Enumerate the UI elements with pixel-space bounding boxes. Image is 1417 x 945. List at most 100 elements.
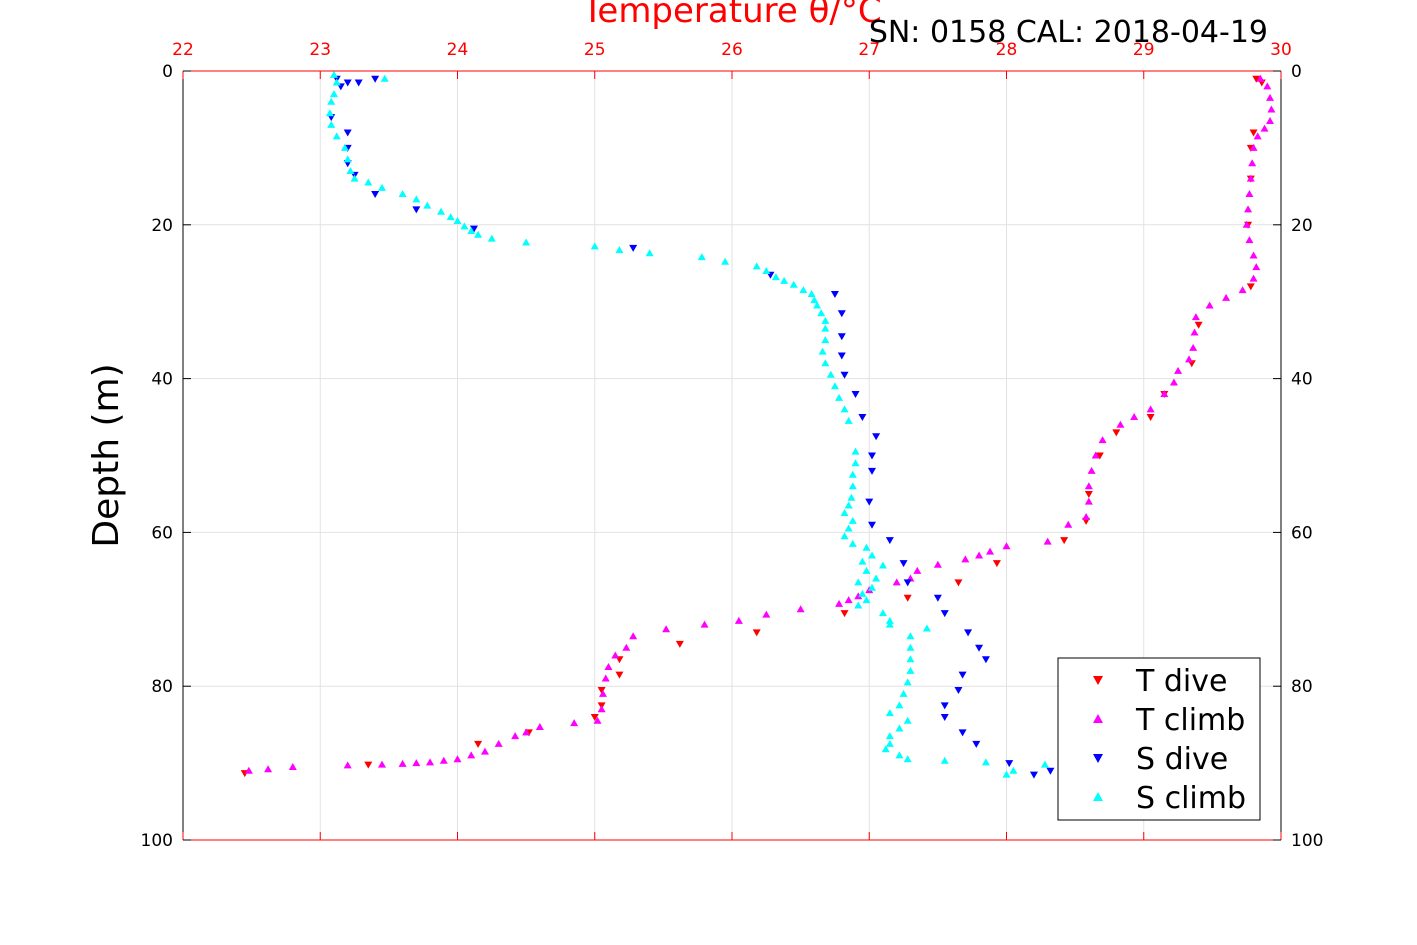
data-point-s-climb [922, 624, 931, 632]
data-point-t-climb [1084, 497, 1093, 505]
serial-calibration-annotation: SN: 0158 CAL: 2018-04-19 [869, 15, 1268, 50]
data-point-t-climb [1064, 520, 1073, 528]
data-point-s-climb [872, 574, 881, 582]
data-point-t-climb [453, 755, 462, 763]
data-point-t-climb [762, 610, 771, 618]
data-point-t-climb [1169, 378, 1178, 386]
data-point-s-climb [885, 616, 894, 624]
data-point-s-climb [645, 249, 654, 257]
data-point-s-dive [412, 206, 421, 214]
data-point-t-dive [840, 610, 849, 618]
data-point-s-climb [817, 309, 826, 317]
data-point-t-climb [1116, 420, 1125, 428]
data-point-s-climb [522, 238, 531, 246]
data-point-s-climb [940, 756, 949, 764]
data-point-t-climb [844, 596, 853, 604]
data-point-t-climb [601, 674, 610, 682]
data-point-s-dive [981, 656, 990, 664]
data-point-t-climb [1130, 413, 1139, 421]
data-point-s-climb [364, 178, 373, 186]
data-point-s-dive [867, 452, 876, 460]
y-tick-label-left: 0 [162, 62, 173, 82]
data-point-s-climb [474, 230, 483, 238]
data-point-t-climb [1260, 124, 1269, 132]
data-point-t-dive [364, 761, 373, 769]
data-point-s-dive [972, 740, 981, 748]
data-point-s-dive [903, 579, 912, 587]
data-point-t-climb [570, 719, 579, 727]
data-point-s-dive [837, 310, 846, 318]
data-point-t-climb [1245, 190, 1254, 198]
data-point-s-dive [343, 129, 352, 137]
data-point-s-dive [940, 702, 949, 710]
data-point-s-climb [350, 174, 359, 182]
data-point-t-climb [1249, 251, 1258, 259]
data-point-s-climb [332, 132, 341, 140]
data-point-s-climb [332, 78, 341, 86]
x-tick-label: 25 [584, 40, 606, 60]
data-point-t-climb [913, 566, 922, 574]
data-point-t-climb [1098, 436, 1107, 444]
data-point-s-climb [467, 226, 476, 234]
data-point-t-climb [412, 759, 421, 767]
data-point-t-climb [494, 739, 503, 747]
data-point-s-dive [837, 333, 846, 341]
data-point-s-climb [981, 758, 990, 766]
data-point-t-climb [854, 592, 863, 600]
y-tick-label-right: 60 [1291, 523, 1313, 543]
data-point-t-climb [1191, 313, 1200, 321]
data-point-t-dive [474, 740, 483, 748]
data-point-s-climb [340, 143, 349, 151]
data-point-t-climb [892, 578, 901, 586]
data-point-t-dive [1146, 414, 1155, 422]
data-point-t-dive [1246, 283, 1255, 291]
data-point-s-climb [821, 359, 830, 367]
data-point-s-climb [903, 678, 912, 686]
data-point-s-climb [899, 689, 908, 697]
data-point-s-climb [615, 246, 624, 254]
data-point-s-climb [851, 447, 860, 455]
legend-marker-t-dive [1093, 676, 1103, 685]
data-point-t-climb [1160, 389, 1169, 397]
data-point-s-climb [906, 666, 915, 674]
data-point-t-climb [1267, 105, 1276, 113]
data-point-s-climb [835, 393, 844, 401]
data-point-s-dive [867, 521, 876, 529]
data-point-s-climb [854, 578, 863, 586]
x-tick-label: 30 [1270, 40, 1292, 60]
data-point-t-climb [1249, 143, 1258, 151]
data-point-t-climb [622, 643, 631, 651]
data-point-t-climb [398, 759, 407, 767]
data-point-t-climb [1087, 466, 1096, 474]
data-point-s-dive [354, 79, 363, 87]
data-point-t-climb [1244, 205, 1253, 213]
data-point-t-climb [597, 705, 606, 713]
x-tick-label: 29 [1133, 40, 1155, 60]
data-point-s-climb [412, 195, 421, 203]
data-point-s-dive [885, 537, 894, 545]
data-point-t-dive [752, 629, 761, 637]
data-point-s-climb [789, 280, 798, 288]
data-point-s-dive [958, 671, 967, 679]
data-point-s-dive [343, 79, 352, 87]
data-point-s-climb [380, 74, 389, 82]
legend-marker-s-climb [1093, 792, 1103, 801]
data-point-t-climb [343, 761, 352, 769]
data-point-s-climb [895, 701, 904, 709]
y-tick-label-right: 40 [1291, 370, 1313, 390]
data-point-t-climb [611, 651, 620, 659]
data-point-s-climb [446, 213, 455, 221]
data-point-s-dive [629, 244, 638, 252]
data-point-s-dive [954, 687, 963, 695]
data-point-s-climb [799, 286, 808, 294]
data-point-s-climb [840, 532, 849, 540]
data-point-s-climb [423, 201, 432, 209]
data-point-s-climb [487, 234, 496, 242]
data-point-t-climb [975, 551, 984, 559]
data-point-t-dive [1252, 75, 1261, 83]
data-point-t-climb [1246, 174, 1255, 182]
data-point-s-climb [885, 739, 894, 747]
data-point-t-dive [1194, 321, 1203, 329]
data-point-s-climb [453, 216, 462, 224]
